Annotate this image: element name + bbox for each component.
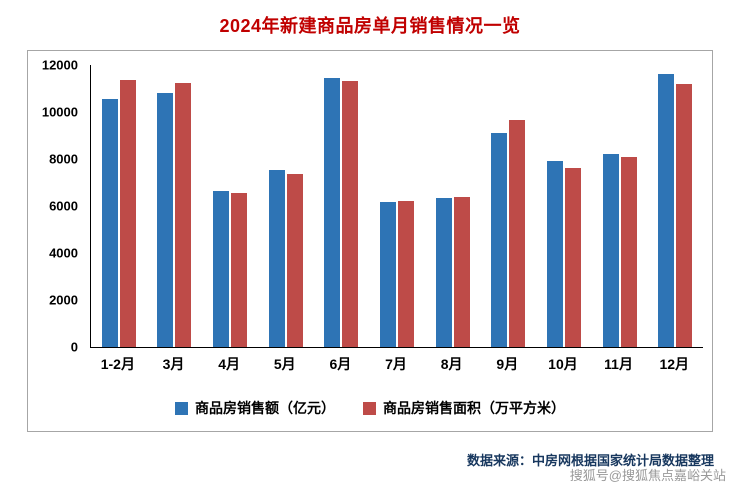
x-tick-label: 10月 [548, 356, 578, 372]
bar-group [369, 65, 425, 347]
legend: 商品房销售额（亿元） 商品房销售面积（万平方米） [28, 398, 712, 418]
bar-series-0 [268, 169, 285, 347]
bar-series-0 [101, 99, 118, 347]
legend-item: 商品房销售面积（万平方米） [363, 398, 565, 418]
bar-group [592, 65, 648, 347]
bar-series-0 [324, 77, 341, 347]
watermark-text: 搜狐号@搜狐焦点嘉峪关站 [569, 468, 726, 483]
x-tick-label: 8月 [440, 356, 463, 372]
plot-bars [91, 65, 703, 347]
bar-series-1 [175, 82, 192, 347]
legend-label: 商品房销售额（亿元） [195, 400, 335, 416]
bar-series-0 [491, 133, 508, 347]
bar-series-0 [546, 161, 563, 347]
bar-series-1 [676, 83, 693, 347]
x-tick-label: 5月 [273, 356, 296, 372]
bar-series-1 [509, 120, 526, 347]
legend-swatch-icon [363, 401, 376, 415]
bar-series-1 [398, 201, 415, 347]
x-tick-label: 9月 [496, 356, 519, 372]
x-tick-label: 12月 [659, 356, 690, 372]
bar-series-1 [286, 174, 303, 347]
x-tick-label: 1-2月 [100, 356, 135, 372]
x-tick-label: 3月 [162, 356, 185, 372]
bar-group [425, 65, 481, 347]
bar-group [202, 65, 258, 347]
y-tick-label: 6000 [49, 198, 78, 214]
bar-series-0 [658, 74, 675, 347]
bar-series-0 [213, 190, 230, 347]
y-axis: 0 2000 4000 6000 8000 10000 12000 [28, 58, 84, 355]
y-tick-label: 2000 [49, 292, 78, 308]
bar-group [536, 65, 592, 347]
bar-group [314, 65, 370, 347]
y-tick-label: 8000 [49, 151, 78, 167]
y-tick-label: 4000 [49, 245, 78, 261]
x-tick-label: 11月 [604, 356, 633, 372]
x-axis-labels: 1-2月 3月 4月 5月 6月 7月 8月 9月 10月 11月 12月 [90, 354, 702, 374]
bar-series-1 [620, 156, 637, 347]
bar-group [647, 65, 703, 347]
bar-series-0 [435, 197, 452, 347]
legend-swatch-icon [175, 401, 188, 415]
bar-series-0 [602, 154, 619, 347]
page-title: 2024年新建商品房单月销售情况一览 [219, 16, 521, 36]
y-tick-label: 0 [70, 339, 78, 355]
x-tick-label: 7月 [385, 356, 407, 372]
plot-area [90, 65, 703, 348]
y-tick-label: 10000 [41, 104, 78, 120]
data-source-text: 数据来源：中房网根据国家统计局数据整理 [466, 453, 714, 468]
x-tick-label: 4月 [218, 356, 240, 372]
bar-group [480, 65, 536, 347]
bar-series-1 [342, 81, 359, 347]
bar-series-1 [119, 80, 136, 347]
bar-group [147, 65, 203, 347]
x-tick-label: 6月 [329, 356, 352, 372]
legend-item: 商品房销售额（亿元） [175, 398, 335, 418]
bar-group [91, 65, 147, 347]
chart: 0 2000 4000 6000 8000 10000 12000 1-2月 3月 4月 5月 6月… [27, 50, 713, 432]
bar-series-1 [453, 196, 470, 347]
bar-series-0 [380, 202, 397, 347]
bar-series-1 [231, 193, 248, 347]
bar-series-0 [157, 93, 174, 347]
legend-label: 商品房销售面积（万平方米） [383, 400, 565, 416]
bar-group [258, 65, 314, 347]
y-tick-label: 12000 [41, 57, 78, 73]
bar-series-1 [564, 168, 581, 347]
